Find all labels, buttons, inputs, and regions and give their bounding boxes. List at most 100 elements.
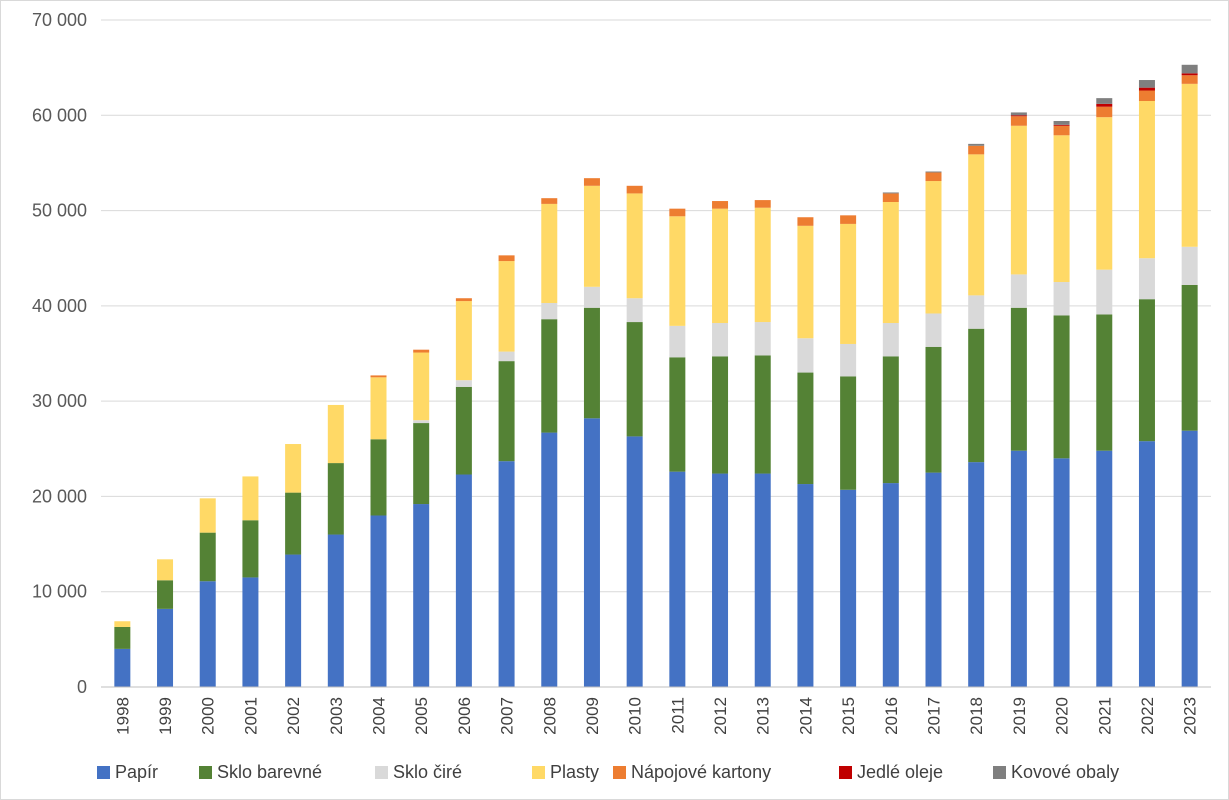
bar-segment-sklo-barevné-2005 bbox=[413, 423, 430, 505]
bar-segment-plasty-2016 bbox=[882, 201, 899, 324]
bar-segment-papír-2009 bbox=[583, 418, 600, 687]
bar-segment-sklo-čiré-2012 bbox=[712, 323, 729, 357]
legend-item: Sklo barevné bbox=[199, 762, 322, 782]
bar-segment-papír-2004 bbox=[370, 515, 387, 687]
bar-segment-nápojové-kartony-2016 bbox=[882, 193, 899, 202]
bar-segment-sklo-barevné-2014 bbox=[797, 372, 814, 485]
bar-segment-plasty-2013 bbox=[754, 207, 771, 323]
bar-segment-kovové-obaly-2018 bbox=[968, 143, 985, 146]
bar-segment-papír-2017 bbox=[925, 472, 942, 687]
x-tick-label: 2012 bbox=[711, 697, 730, 735]
bar-segment-plasty-2002 bbox=[285, 444, 302, 493]
bar-segment-plasty-2018 bbox=[968, 154, 985, 296]
bar-segment-sklo-čiré-2014 bbox=[797, 338, 814, 373]
bar-segment-plasty-2017 bbox=[925, 181, 942, 314]
x-tick-label: 2004 bbox=[370, 697, 389, 735]
bar-segment-plasty-2008 bbox=[541, 203, 558, 303]
bar-segment-sklo-čiré-2006 bbox=[455, 380, 472, 387]
y-tick-label: 50 000 bbox=[32, 201, 87, 221]
bar-segment-plasty-2005 bbox=[413, 352, 430, 421]
legend-swatch bbox=[993, 766, 1006, 779]
bar-segment-plasty-2021 bbox=[1096, 117, 1113, 270]
legend-item: Papír bbox=[97, 762, 158, 782]
bar-segment-plasty-2004 bbox=[370, 377, 387, 440]
x-tick-label: 2002 bbox=[284, 697, 303, 735]
bar-segment-nápojové-kartony-2013 bbox=[754, 200, 771, 208]
bar-segment-plasty-2023 bbox=[1181, 83, 1198, 247]
bar-segment-nápojové-kartony-2019 bbox=[1010, 116, 1027, 126]
x-axis-ticks: 1998 1999 2000 2001 2002 2003 2004 2005 2006 2007… bbox=[113, 697, 1199, 735]
bar-segment-plasty-2020 bbox=[1053, 135, 1070, 283]
bar-segment-sklo-čiré-2022 bbox=[1138, 258, 1155, 300]
bar-segment-papír-2007 bbox=[498, 461, 515, 687]
bar-segment-jedlé-oleje-2019 bbox=[1010, 115, 1027, 117]
bar-segment-nápojové-kartony-2011 bbox=[669, 208, 686, 217]
legend-item: Jedlé oleje bbox=[839, 762, 943, 782]
bar-segment-papír-2022 bbox=[1138, 441, 1155, 687]
bar-segment-sklo-čiré-2010 bbox=[626, 298, 643, 323]
bar-segment-sklo-čiré-2008 bbox=[541, 302, 558, 320]
bar-segment-nápojové-kartony-2021 bbox=[1096, 106, 1113, 118]
bar-segment-plasty-2009 bbox=[583, 185, 600, 287]
bar-segment-sklo-čiré-2016 bbox=[882, 323, 899, 357]
y-tick-label: 70 000 bbox=[32, 10, 87, 30]
legend-swatch bbox=[199, 766, 212, 779]
bar-segment-sklo-barevné-2003 bbox=[327, 463, 344, 535]
bar-segment-sklo-čiré-2023 bbox=[1181, 246, 1198, 285]
bar-segment-nápojové-kartony-2007 bbox=[498, 255, 515, 262]
bar-segment-plasty-2006 bbox=[455, 301, 472, 381]
bar-segment-sklo-čiré-2013 bbox=[754, 322, 771, 356]
bar-segment-sklo-čiré-2019 bbox=[1010, 274, 1027, 308]
bar-segment-nápojové-kartony-2005 bbox=[413, 349, 430, 353]
bar-segment-papír-1998 bbox=[114, 648, 131, 687]
legend-item: Kovové obaly bbox=[993, 762, 1119, 782]
y-tick-label: 40 000 bbox=[32, 296, 87, 316]
bar-segment-sklo-čiré-2017 bbox=[925, 313, 942, 347]
legend-item: Sklo čiré bbox=[375, 762, 462, 782]
bar-segment-plasty-2010 bbox=[626, 193, 643, 299]
y-tick-label: 0 bbox=[77, 677, 87, 697]
legend-item: Plasty bbox=[532, 762, 599, 782]
bar-segment-nápojové-kartony-2008 bbox=[541, 198, 558, 204]
bar-segment-sklo-barevné-2007 bbox=[498, 361, 515, 462]
bar-segment-papír-1999 bbox=[157, 608, 174, 687]
x-tick-label: 2016 bbox=[882, 697, 901, 735]
bar-segment-plasty-1998 bbox=[114, 621, 131, 627]
bar-segment-sklo-barevné-2011 bbox=[669, 357, 686, 472]
bar-segment-papír-2011 bbox=[669, 471, 686, 687]
x-tick-label: 2010 bbox=[626, 697, 645, 735]
x-tick-label: 2000 bbox=[199, 697, 218, 735]
bar-segment-sklo-barevné-2008 bbox=[541, 319, 558, 433]
legend-label: Jedlé oleje bbox=[857, 762, 943, 782]
bar-segment-sklo-čiré-2007 bbox=[498, 351, 515, 362]
bar-segment-sklo-barevné-1999 bbox=[157, 580, 174, 609]
bar-segment-papír-2021 bbox=[1096, 450, 1113, 687]
bar-segment-sklo-barevné-2012 bbox=[712, 356, 729, 474]
bar-segment-papír-2005 bbox=[413, 504, 430, 687]
bar-segment-plasty-2001 bbox=[242, 476, 259, 521]
legend-swatch bbox=[375, 766, 388, 779]
bar-segment-kovové-obaly-2017 bbox=[925, 171, 942, 173]
legend-swatch bbox=[613, 766, 626, 779]
bar-segment-papír-2019 bbox=[1010, 450, 1027, 687]
bar-segment-sklo-čiré-2020 bbox=[1053, 282, 1070, 316]
bar-segment-sklo-barevné-2019 bbox=[1010, 307, 1027, 451]
bar-segment-sklo-barevné-2004 bbox=[370, 439, 387, 516]
bar-segment-papír-2000 bbox=[199, 581, 216, 687]
legend-label: Sklo čiré bbox=[393, 762, 462, 782]
bar-segment-sklo-barevné-2001 bbox=[242, 520, 259, 578]
x-tick-label: 2005 bbox=[412, 697, 431, 735]
bar-segment-plasty-2012 bbox=[712, 208, 729, 324]
x-tick-label: 2007 bbox=[498, 697, 517, 735]
bar-segment-plasty-1999 bbox=[157, 559, 174, 581]
bar-segment-jedlé-oleje-2022 bbox=[1138, 87, 1155, 91]
bar-segment-nápojové-kartony-2010 bbox=[626, 185, 643, 194]
bar-segment-kovové-obaly-2021 bbox=[1096, 98, 1113, 104]
bar-segment-sklo-barevné-2013 bbox=[754, 355, 771, 474]
x-tick-label: 2014 bbox=[796, 697, 815, 735]
x-tick-label: 2020 bbox=[1053, 697, 1072, 735]
bar-segment-papír-2018 bbox=[968, 462, 985, 687]
bar-segment-papír-2003 bbox=[327, 534, 344, 687]
bar-segment-nápojové-kartony-2020 bbox=[1053, 125, 1070, 136]
